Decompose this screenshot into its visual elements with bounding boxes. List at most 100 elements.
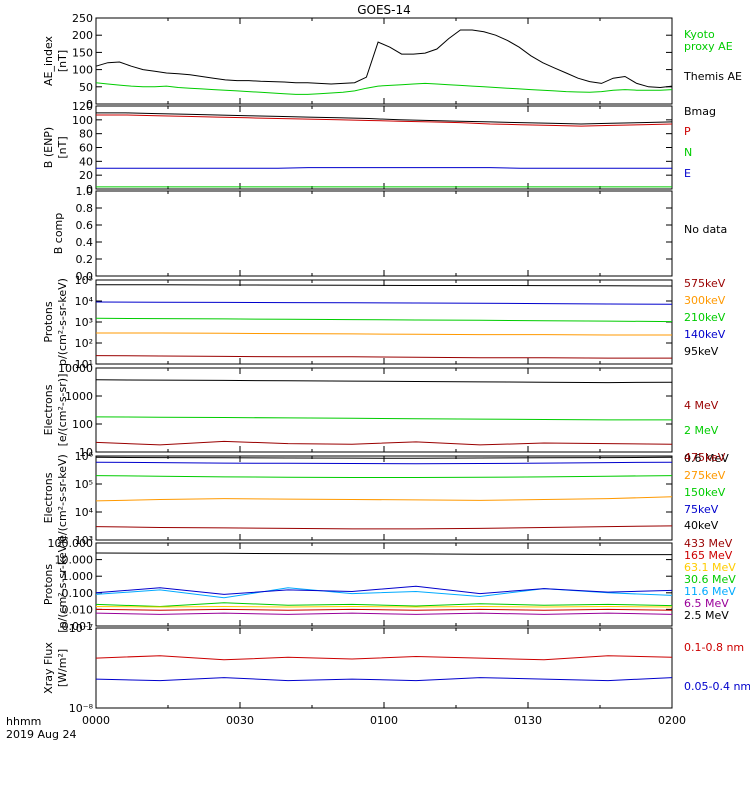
legend-entry: 275keV: [684, 469, 726, 482]
y-tick-label: 0.4: [76, 236, 94, 249]
series-line: [95, 655, 673, 661]
legend-entry: 30.6 MeV: [684, 573, 736, 586]
y-axis-label: AE_index: [42, 35, 55, 86]
y-tick-label: 10³: [75, 534, 93, 547]
legend-entry: 150keV: [684, 486, 726, 499]
series-line: [96, 284, 673, 287]
y-tick-label: 200: [72, 29, 93, 42]
series-line: [95, 456, 673, 459]
legend-entry: 140keV: [684, 328, 726, 341]
y-axis-unit: p/(cm²-s-sr-keV): [56, 278, 69, 366]
legend-entry: 210keV: [684, 311, 726, 324]
legend-entry: 575keV: [684, 277, 726, 290]
series-line: [95, 355, 672, 359]
legend-entry: Bmag: [684, 105, 716, 118]
series-line: [95, 612, 673, 615]
y-axis-unit: e/(cm²-s-sr-keV): [56, 454, 69, 542]
legend-entry: 95keV: [684, 345, 719, 358]
chart-title: GOES-14: [357, 3, 411, 17]
series-line: [95, 525, 673, 530]
y-tick-label: 100: [72, 418, 93, 431]
series-line: [96, 167, 672, 169]
panel-frame: [95, 190, 673, 277]
y-tick-label: 10⁻⁸: [69, 702, 94, 715]
legend-entry: 6.5 MeV: [684, 597, 729, 610]
legend-entry: 0.05-0.4 nm: [684, 680, 750, 693]
y-tick-label: 250: [72, 12, 93, 25]
legend-entry: P: [684, 125, 691, 138]
y-tick-label: 100: [72, 114, 93, 127]
series-line: [95, 585, 673, 595]
y-tick-label: 20: [79, 169, 93, 182]
series-line: [95, 608, 673, 611]
y-tick-label: 0.8: [76, 202, 94, 215]
y-tick-label: 0.0: [76, 270, 94, 283]
y-tick-label: 10⁵: [75, 478, 93, 491]
x-tick-label: 0200: [658, 714, 686, 727]
panel-frame: [95, 627, 673, 709]
y-tick-label: 10⁵: [75, 274, 93, 287]
y-tick-label: 150: [72, 46, 93, 59]
x-tick-label: 0000: [82, 714, 110, 727]
y-tick-label: 80: [79, 128, 93, 141]
y-tick-label: 10000: [58, 362, 93, 375]
series-line: [95, 602, 673, 608]
legend-entry: Kyoto: [684, 28, 715, 41]
panel-frame: [95, 17, 673, 105]
y-axis-label: B (ENP): [42, 127, 55, 168]
y-tick-label: 0: [86, 98, 93, 111]
y-tick-label: 0.010: [62, 603, 94, 616]
legend-entry: 4 MeV: [684, 399, 719, 412]
y-tick-label: 1.000: [62, 570, 94, 583]
y-tick-label: 50: [79, 81, 93, 94]
y-tick-label: 100: [72, 64, 93, 77]
y-tick-label: 120: [72, 100, 93, 113]
x-tick-label: 0030: [226, 714, 254, 727]
y-tick-label: 0: [86, 183, 93, 196]
series-line: [96, 114, 673, 127]
y-axis-unit: [nT]: [56, 136, 69, 158]
series-line: [95, 317, 673, 323]
series-line: [95, 496, 673, 502]
y-tick-label: 10⁻⁷: [69, 622, 93, 635]
y-tick-label: 10¹: [75, 358, 93, 371]
y-axis-unit: [e/(cm²-s-sr)]: [56, 374, 69, 447]
series-line: [95, 301, 673, 305]
series-line: [95, 677, 673, 682]
legend-entry: 40keV: [684, 519, 719, 532]
y-axis-label: Electrons: [42, 384, 55, 435]
y-axis-unit: [nT]: [56, 50, 69, 72]
legend-entry: N: [684, 146, 692, 159]
legend-entry: 63.1 MeV: [684, 561, 736, 574]
series-line: [95, 552, 672, 556]
y-tick-label: 40: [79, 155, 93, 168]
y-axis-label: Protons: [42, 301, 55, 342]
y-axis-unit: [p/(cm²-s-sr-keV)]: [56, 536, 69, 633]
y-tick-label: 10³: [75, 316, 93, 329]
panel-frame: [95, 279, 673, 365]
series-line: [95, 82, 673, 95]
legend-entry: 165 MeV: [684, 549, 733, 562]
x-tick-label: 0130: [514, 714, 542, 727]
series-line: [96, 332, 672, 336]
y-axis-label: Protons: [42, 564, 55, 605]
y-tick-label: 10.000: [55, 554, 94, 567]
y-tick-label: 10⁴: [75, 506, 94, 519]
y-tick-label: 10: [79, 446, 93, 459]
legend-entry: 475keV: [684, 451, 726, 464]
footer-date-label: 2019 Aug 24: [6, 728, 76, 741]
y-axis-unit: [W/m²]: [56, 649, 69, 687]
y-tick-label: 60: [79, 142, 93, 155]
y-tick-label: 100.000: [48, 537, 94, 550]
y-tick-label: 1000: [65, 390, 93, 403]
legend-entry: 0.6 MeV: [684, 452, 729, 465]
legend-entry: 300keV: [684, 294, 726, 307]
legend-entry: 75keV: [684, 503, 719, 516]
y-tick-label: 0.6: [76, 219, 94, 232]
panel-frame: [95, 105, 673, 190]
series-line: [95, 461, 673, 465]
legend-entry: No data: [684, 223, 727, 236]
legend-entry: 433 MeV: [684, 537, 733, 550]
y-tick-label: 0.001: [62, 620, 94, 633]
